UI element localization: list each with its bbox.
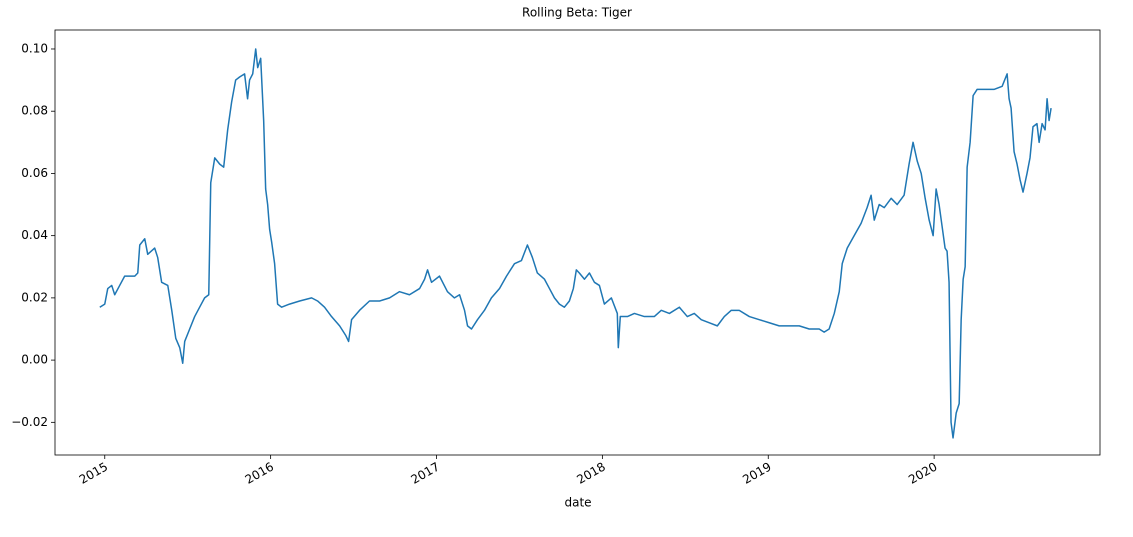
y-tick-label: 0.02	[21, 290, 48, 304]
x-tick-label: 2015	[77, 459, 110, 486]
x-tick-label: 2017	[409, 459, 442, 486]
y-tick-label: 0.08	[21, 104, 48, 118]
x-tick-label: 2020	[906, 459, 939, 486]
plot-frame	[54, 29, 1101, 456]
data-line	[99, 48, 1052, 439]
y-tick-label: 0.04	[21, 228, 48, 242]
y-tick-label: 0.06	[21, 166, 48, 180]
chart-title: Rolling Beta: Tiger	[522, 6, 632, 20]
x-tick-label: 2019	[740, 459, 773, 486]
y-tick-label: 0.00	[21, 353, 48, 367]
x-axis-label: date	[564, 496, 591, 510]
y-tick-label: 0.10	[21, 41, 48, 55]
y-tick-label: −0.02	[11, 415, 48, 429]
x-tick-label: 2018	[574, 459, 607, 486]
x-tick-label: 2016	[243, 459, 276, 486]
